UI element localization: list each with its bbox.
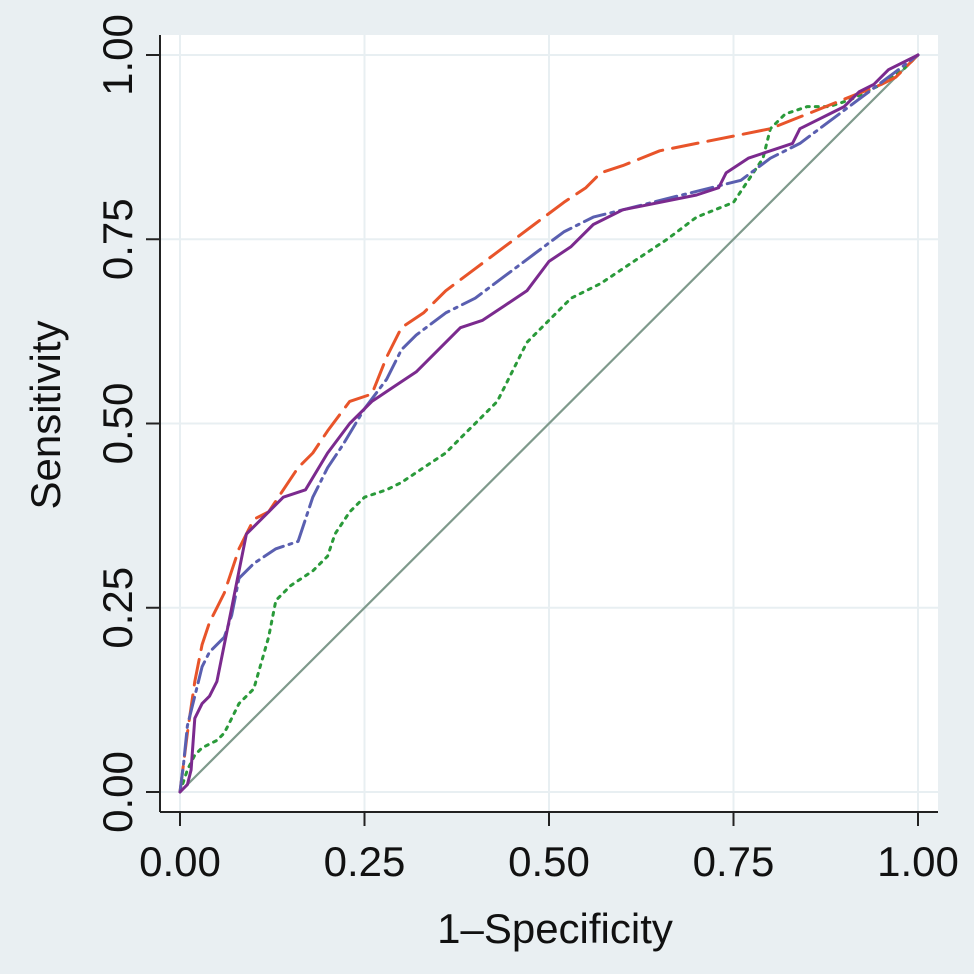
y-ticks: 0.00 0.25 0.50 0.75 1.00	[94, 14, 160, 833]
y-tick-label: 0.50	[94, 383, 141, 465]
y-tick-label: 1.00	[94, 14, 141, 96]
x-tick-label: 0.25	[324, 838, 406, 885]
roc-curve-1	[178, 53, 920, 794]
x-axis-title: 1–Specificity	[437, 905, 673, 952]
y-tick-label: 0.00	[94, 751, 141, 833]
x-tick-label: 1.00	[877, 838, 959, 885]
x-tick-label: 0.00	[139, 838, 221, 885]
x-ticks: 0.00 0.25 0.50 0.75 1.00	[139, 812, 959, 885]
y-axis-title: Sensitivity	[22, 320, 69, 509]
y-tick-label: 0.75	[94, 198, 141, 280]
roc-curve-5	[178, 53, 920, 794]
x-tick-label: 0.50	[508, 838, 590, 885]
series-layer	[178, 53, 920, 794]
x-tick-label: 0.75	[693, 838, 775, 885]
roc-curve-2	[178, 53, 920, 794]
roc-curve-3	[178, 53, 920, 794]
y-tick-label: 0.25	[94, 567, 141, 649]
